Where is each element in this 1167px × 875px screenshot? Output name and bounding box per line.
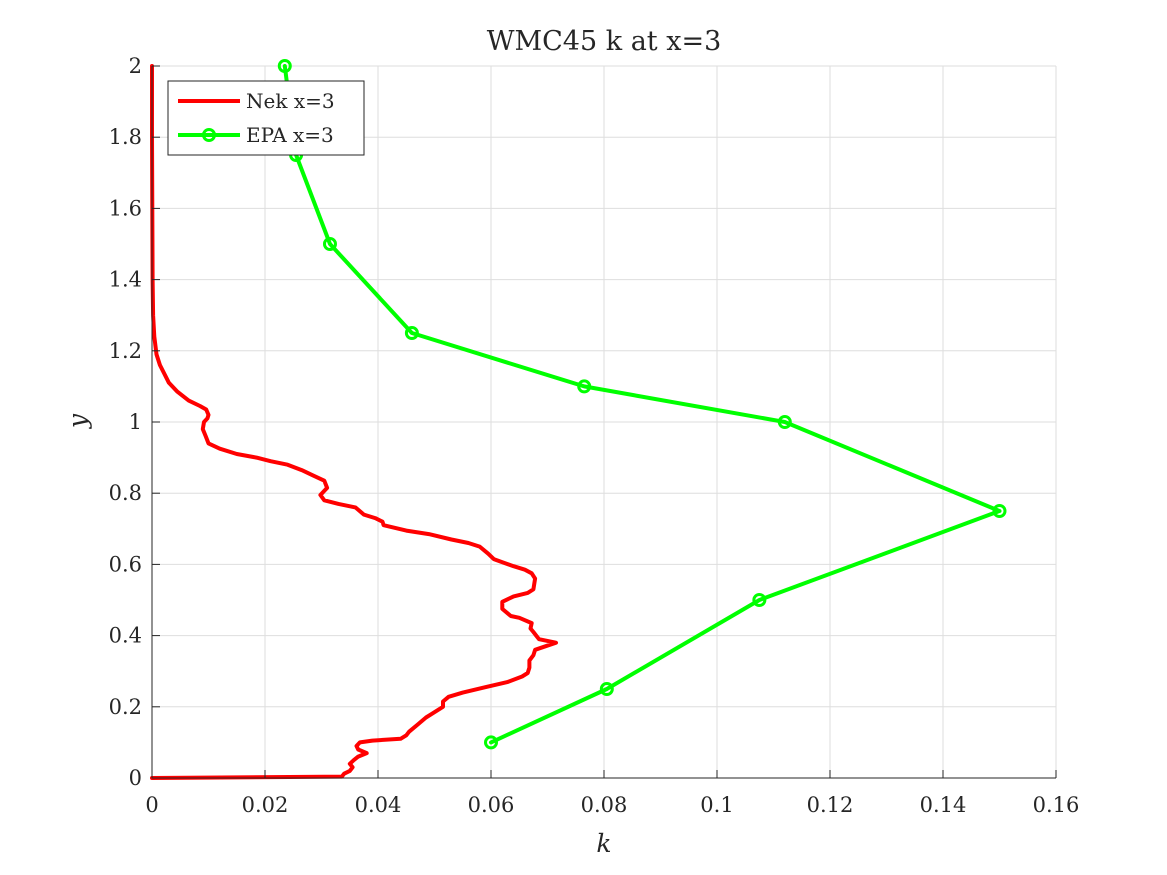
data-point <box>404 326 419 340</box>
y-tick-label: 0 <box>129 766 142 790</box>
legend-item-nek-x-3: Nek x=3 <box>178 89 335 113</box>
legend-label: EPA x=3 <box>246 123 334 147</box>
series-nek-x-3 <box>150 64 558 780</box>
y-tick-label: 2 <box>129 54 142 78</box>
series-line-nek-x-3 <box>150 64 558 780</box>
legend-label: Nek x=3 <box>246 89 335 113</box>
y-tick-label: 1.4 <box>109 268 142 292</box>
chart-title: WMC45 k at x=3 <box>487 26 722 57</box>
data-point <box>752 593 767 607</box>
data-point <box>992 504 1007 518</box>
y-tick-label: 1.6 <box>109 196 142 220</box>
x-tick-label: 0 <box>145 793 158 817</box>
x-tick-label: 0.1 <box>700 793 733 817</box>
data-point <box>484 735 498 750</box>
data-point <box>577 379 592 394</box>
y-tick-label: 0.2 <box>109 695 142 719</box>
x-tick-label: 0.16 <box>1033 793 1080 817</box>
y-tick-label: 0.6 <box>109 552 142 576</box>
y-tick-label: 1 <box>129 410 142 434</box>
x-tick-label: 0.06 <box>468 793 515 817</box>
x-tick-label: 0.12 <box>807 793 854 817</box>
grid <box>151 65 1057 779</box>
x-axis: 0 0.02 0.04 0.06 0.08 0.1 0.12 0.14 0.16 <box>145 770 1079 817</box>
data-point <box>277 59 292 73</box>
x-tick-label: 0.14 <box>920 793 967 817</box>
y-tick-label: 1.8 <box>109 125 142 149</box>
series-line-epa-x-3 <box>282 64 1002 745</box>
legend-item-epa-x-3: EPA x=3 <box>178 123 334 147</box>
legend: Nek x=3 EPA x=3 <box>167 80 365 156</box>
data-point <box>777 415 792 429</box>
y-axis-title: y <box>63 413 92 429</box>
x-tick-label: 0.02 <box>242 793 289 817</box>
x-tick-label: 0.08 <box>581 793 628 817</box>
y-tick-label: 1.2 <box>109 339 142 363</box>
data-point <box>322 237 337 251</box>
y-axis: 0 0.2 0.4 0.6 0.8 1 1.2 1.4 1.6 1.8 2 <box>109 54 160 790</box>
legend-box <box>167 80 365 156</box>
data-point <box>599 682 614 696</box>
x-axis-title: k <box>596 829 611 858</box>
y-tick-label: 0.4 <box>109 624 142 648</box>
y-tick-label: 0.8 <box>109 481 142 505</box>
x-tick-label: 0.04 <box>355 793 402 817</box>
legend-marker <box>202 128 216 142</box>
